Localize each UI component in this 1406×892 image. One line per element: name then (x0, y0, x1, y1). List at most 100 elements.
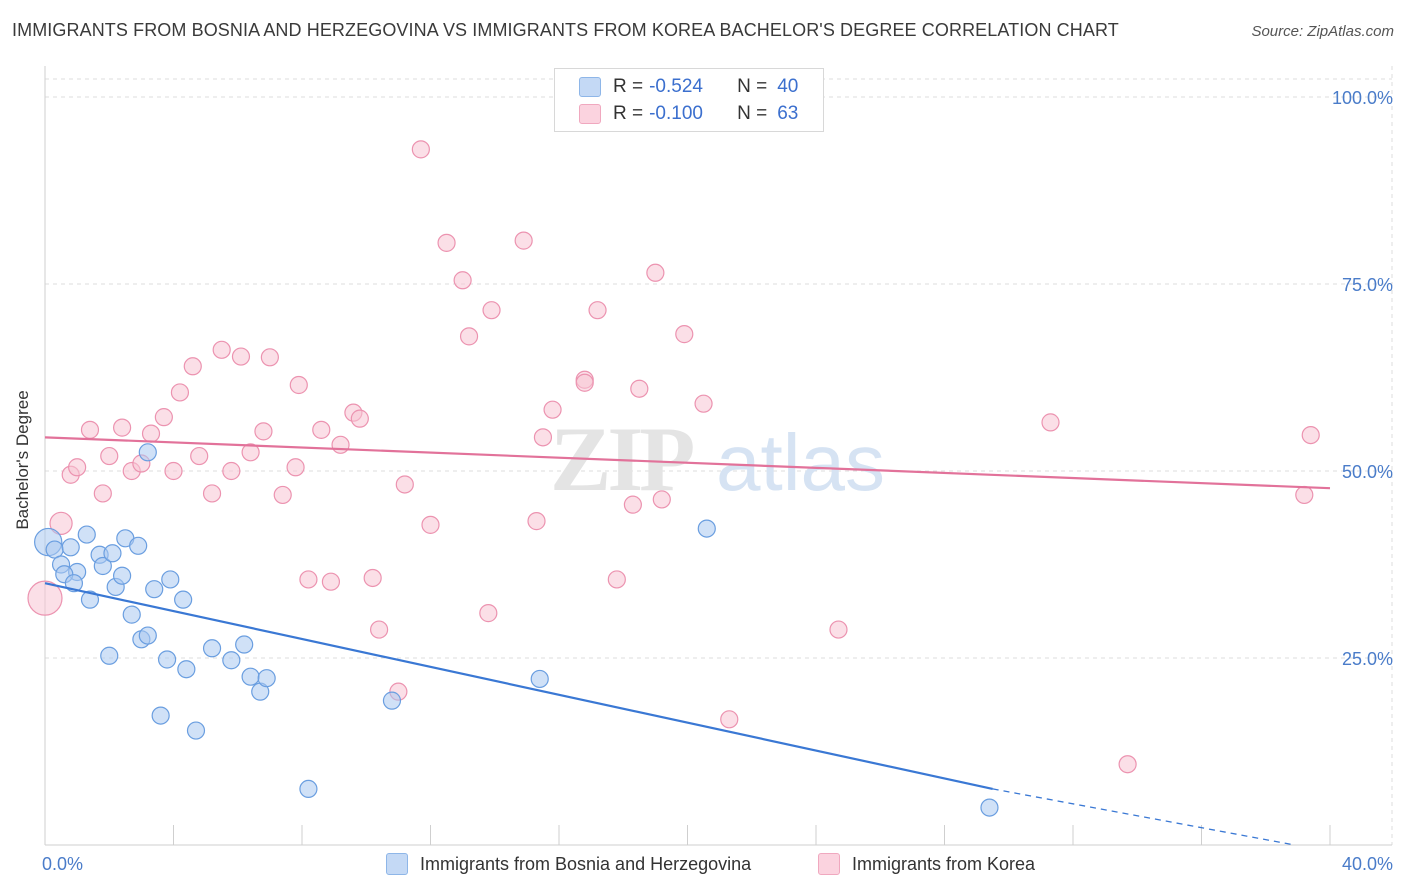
bottom-legend-label-korea: Immigrants from Korea (852, 853, 1036, 874)
korea-point (646, 263, 665, 282)
legend-swatch-korea (579, 104, 601, 124)
watermark-atlas: atlas (716, 418, 885, 507)
korea-point (411, 140, 430, 159)
korea-point (829, 620, 848, 639)
korea-point (543, 400, 562, 419)
bosnia-point (202, 639, 222, 658)
korea-point (331, 435, 350, 454)
korea-point (286, 458, 305, 477)
bottom-legend-bosnia: Immigrants from Bosnia and Herzegovina (386, 852, 751, 876)
korea-point (112, 418, 132, 437)
korea-point (202, 484, 222, 503)
korea-point (1295, 485, 1314, 505)
korea-point (312, 420, 331, 439)
bosnia-point (157, 650, 177, 669)
korea-point (273, 485, 292, 505)
bosnia-point (122, 605, 141, 624)
korea-point (607, 570, 626, 589)
korea-point (164, 461, 183, 481)
korea-point (694, 394, 713, 413)
bosnia-point (112, 566, 132, 585)
y-tick-label: 75.0% (1342, 275, 1393, 295)
korea-point (299, 570, 318, 589)
source-label: Source: ZipAtlas.com (1251, 23, 1394, 40)
korea-point (154, 408, 173, 427)
korea-point (27, 580, 63, 616)
bosnia-point (257, 669, 276, 688)
korea-point (675, 325, 694, 344)
korea-point (254, 422, 273, 441)
legend-row-bosnia: R = -0.524 N = 40 (579, 75, 798, 99)
axis-tick-labels: 100.0% 75.0% 50.0% 25.0% 0.0% 40.0% (42, 88, 1393, 874)
korea-point (533, 428, 553, 447)
legend-n-value: 40 (777, 76, 799, 97)
korea-point (395, 475, 414, 494)
bottom-legend-swatch-korea (818, 853, 840, 875)
bosnia-point (530, 669, 549, 689)
korea-points (27, 140, 1320, 774)
bosnia-point (138, 626, 157, 645)
korea-point (370, 620, 389, 639)
y-tick-label: 50.0% (1342, 462, 1393, 482)
korea-point (527, 512, 546, 531)
bosnia-point (697, 519, 716, 538)
bosnia-point (174, 590, 193, 609)
bosnia-point (382, 691, 402, 710)
legend-r-label: R = (613, 103, 644, 124)
korea-point (652, 490, 671, 509)
korea-point (588, 301, 607, 320)
bottom-legend-label-bosnia: Immigrants from Bosnia and Herzegovina (420, 853, 752, 874)
bosnia-point (161, 570, 180, 589)
korea-point (421, 515, 440, 534)
korea-point (514, 231, 533, 250)
legend-swatch-bosnia (579, 77, 601, 97)
trend-lines (44, 436, 1331, 846)
x-tick-label-min: 0.0% (42, 854, 83, 874)
korea-point (212, 340, 231, 359)
bosnia-point (103, 544, 122, 563)
legend-r-value: -0.524 (649, 76, 703, 97)
bosnia-point (93, 556, 112, 576)
korea-point (720, 710, 739, 729)
korea-point (363, 568, 382, 588)
legend-n-label: N = (737, 76, 768, 97)
bosnia-point (980, 798, 999, 817)
korea-point (93, 484, 112, 503)
korea-point (231, 347, 251, 366)
korea-point (183, 357, 202, 376)
x-tick-label-max: 40.0% (1342, 854, 1393, 874)
korea-point (222, 461, 241, 481)
korea-point (190, 446, 209, 466)
legend-row-korea: R = -0.100 N = 63 (579, 102, 798, 126)
correlation-legend: R = -0.524 N = 40 R = -0.100 N = 63 (554, 68, 824, 132)
bosnia-point (177, 660, 196, 679)
korea-point (482, 301, 501, 320)
bosnia-point (100, 646, 119, 665)
korea-point (260, 348, 279, 367)
bosnia-trend-line (44, 582, 993, 790)
y-tick-label: 100.0% (1332, 88, 1393, 108)
bosnia-point (129, 536, 148, 555)
korea-point (453, 271, 472, 290)
korea-point (575, 373, 594, 392)
y-tick-label: 25.0% (1342, 649, 1393, 669)
korea-point (1301, 425, 1320, 445)
korea-point (623, 495, 642, 514)
bosnia-point (61, 538, 80, 557)
bosnia-point (145, 580, 164, 599)
bosnia-point (299, 779, 318, 799)
korea-point (479, 604, 498, 623)
korea-point (170, 383, 190, 402)
axes (44, 66, 1392, 846)
bosnia-point (77, 525, 96, 544)
watermark: ZIP atlas (550, 408, 885, 510)
gridlines (45, 66, 1393, 845)
bottom-legend-korea: Immigrants from Korea (818, 852, 1035, 876)
korea-point (68, 458, 87, 477)
korea-point (100, 446, 119, 466)
bosnia-points (34, 443, 999, 817)
bosnia-trend-extension (992, 788, 1295, 846)
bosnia-point (80, 590, 100, 609)
legend-n-label: N = (737, 103, 768, 124)
